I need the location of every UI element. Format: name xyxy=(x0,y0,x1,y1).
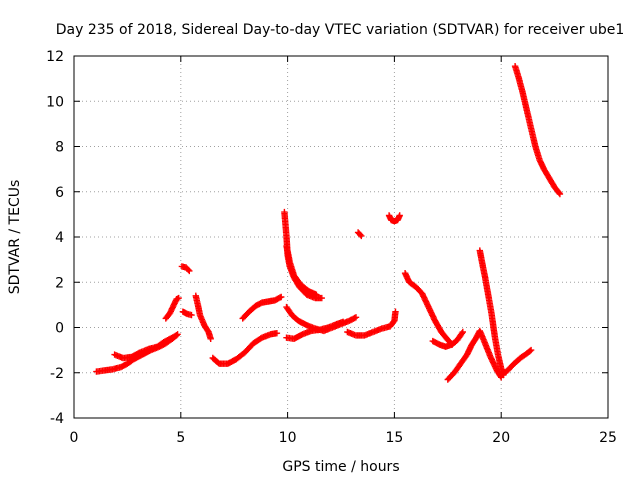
data-point xyxy=(273,330,281,337)
y-tick-label: -4 xyxy=(50,411,64,427)
data-point xyxy=(555,189,563,197)
data-series-arc-17 xyxy=(429,328,466,350)
y-tick-label: 6 xyxy=(55,185,64,201)
x-tick-label: 5 xyxy=(176,430,185,446)
data-point xyxy=(278,293,285,301)
data-series-arc-7 xyxy=(209,330,281,367)
data-series-arc-15 xyxy=(385,212,403,225)
x-tick-label: 0 xyxy=(70,430,79,446)
data-series-arc-6 xyxy=(192,292,214,342)
data-point xyxy=(392,308,399,315)
y-tick-label: 2 xyxy=(55,275,64,291)
data-series-arc-19 xyxy=(476,247,507,379)
data-point xyxy=(556,190,564,198)
data-point xyxy=(186,267,193,275)
data-point xyxy=(458,330,466,337)
data-series-arc-10 xyxy=(283,242,320,298)
data-point xyxy=(175,294,182,302)
data-series-arc-4 xyxy=(179,308,195,319)
data-point xyxy=(459,328,466,336)
x-tick-label: 20 xyxy=(492,430,510,446)
y-axis-label: SDTVAR / TECUs xyxy=(7,180,23,295)
data-series-arc-21 xyxy=(511,63,564,198)
data-series-arc-8 xyxy=(239,293,285,322)
data-series-arc-14 xyxy=(354,229,365,240)
x-tick-label: 10 xyxy=(279,430,297,446)
tick-layer: 0 5 10 15 20 25 -4 -2 0 2 4 6 8 10 12 xyxy=(46,49,617,446)
data-point xyxy=(207,335,214,342)
data-series-arc-5 xyxy=(178,263,193,275)
data-point xyxy=(526,347,534,355)
y-tick-label: 4 xyxy=(55,230,64,246)
data-point xyxy=(357,231,364,238)
data-point xyxy=(188,311,195,319)
data-point xyxy=(352,314,360,321)
y-tick-label: 8 xyxy=(55,140,64,156)
data-series-arc-20 xyxy=(498,346,535,379)
x-tick-label: 25 xyxy=(599,430,617,446)
data-series-arc-2 xyxy=(111,332,180,362)
y-tick-label: 10 xyxy=(46,94,64,110)
data-point xyxy=(358,232,365,240)
data-series-arc-12 xyxy=(283,303,360,335)
data-point xyxy=(318,294,325,302)
data-series-arc-16 xyxy=(401,270,456,348)
chart-title: Day 235 of 2018, Sidereal Day-to-day VTE… xyxy=(56,22,625,38)
x-tick-label: 15 xyxy=(385,430,403,446)
y-tick-label: 12 xyxy=(46,49,64,65)
y-tick-label: -2 xyxy=(50,366,64,382)
y-tick-label: 0 xyxy=(55,321,64,337)
data-point xyxy=(313,291,320,298)
data-series-arc-13 xyxy=(344,308,399,339)
data-point xyxy=(396,212,403,219)
data-layer xyxy=(93,63,564,383)
data-point xyxy=(173,332,180,339)
data-series-arc-3 xyxy=(162,294,182,322)
x-axis-label: GPS time / hours xyxy=(282,459,399,475)
data-point xyxy=(527,346,535,354)
data-point xyxy=(185,266,192,273)
